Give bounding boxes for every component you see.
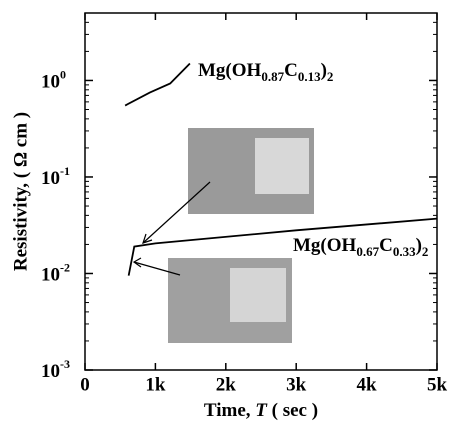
subscript: 0.33	[393, 244, 416, 259]
series-line	[124, 62, 191, 107]
x-axis-label: Time, T ( sec )	[204, 400, 318, 421]
y-tick-base: 10	[41, 265, 60, 286]
y-tick-exponent: -1	[60, 164, 70, 178]
y-tick-exponent: 0	[60, 67, 66, 81]
subscript: 0.13	[298, 69, 321, 84]
y-tick-base: 10	[41, 361, 60, 382]
y-tick-base: 10	[41, 72, 60, 93]
text-part: )	[321, 60, 327, 81]
subscript: 2	[327, 69, 334, 84]
subscript: 0.67	[356, 244, 379, 259]
inset-photo-detail	[230, 268, 286, 322]
y-axis-label: Resistivity, ( Ω cm )	[10, 112, 31, 271]
y-tick-exponent: -3	[60, 357, 70, 371]
x-tick-label: 4k	[357, 374, 378, 395]
arrows	[132, 181, 211, 276]
text-part: C	[379, 235, 393, 256]
y-tick-exponent: -2	[60, 260, 70, 274]
x-tick-label: 1k	[145, 374, 166, 395]
text-part: T	[255, 400, 268, 421]
text-part: ( sec )	[267, 400, 318, 421]
y-tick-label: 10-2	[41, 260, 70, 286]
text-part: )	[416, 235, 422, 256]
text-part: C	[284, 60, 298, 81]
x-tick-label: 5k	[427, 374, 448, 395]
series-line	[127, 217, 438, 276]
annotation: Mg(OH0.87C0.13)2	[198, 60, 333, 84]
inset-photo-detail	[255, 138, 309, 194]
y-tick-label: 100	[41, 67, 66, 93]
subscript: 0.87	[261, 69, 284, 84]
y-tick-label: 10-1	[41, 164, 70, 190]
text-part: Time,	[204, 400, 255, 421]
annotation: Mg(OH0.67C0.33)2	[293, 235, 428, 259]
text-part: Mg(OH	[293, 235, 357, 256]
y-tick-label: 10-3	[41, 357, 70, 383]
y-tick-base: 10	[41, 168, 60, 189]
subscript: 2	[422, 244, 429, 259]
x-tick-label: 3k	[286, 374, 307, 395]
x-tick-label: 2k	[216, 374, 237, 395]
x-tick-label: 0	[80, 374, 90, 395]
text-part: Mg(OH	[198, 60, 262, 81]
